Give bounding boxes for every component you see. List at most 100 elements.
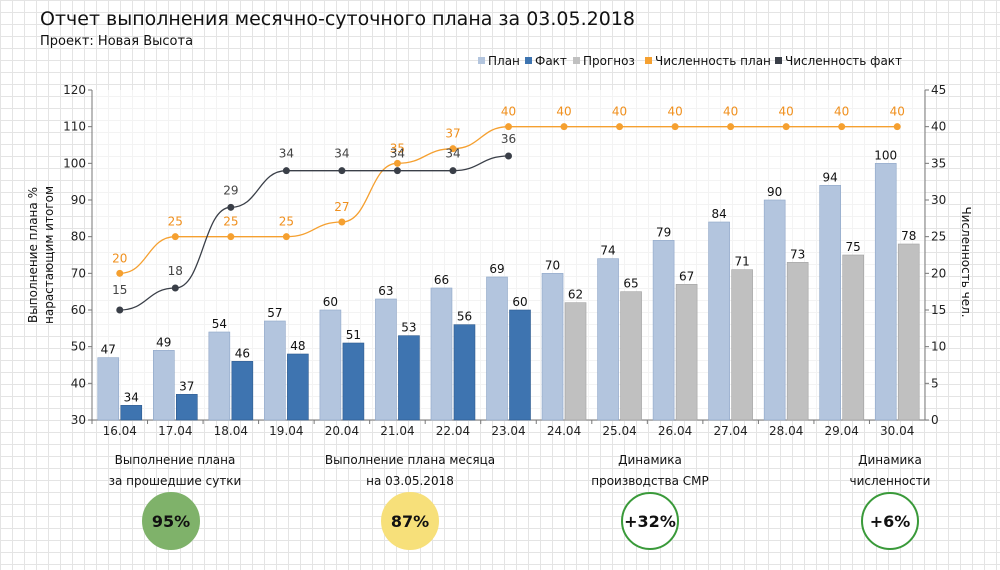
bar-forecast: [897, 243, 920, 421]
bar-fact: [231, 361, 254, 421]
headcount-fact-label: 34: [445, 147, 460, 161]
bar-plan: [763, 199, 786, 421]
headcount-fact-marker: [227, 203, 235, 211]
y-axis-title-line: нарастающим итогом: [42, 186, 56, 324]
y2-tick-label: 25: [931, 230, 946, 244]
y2-tick-label: 15: [931, 303, 946, 317]
headcount-plan-marker: [449, 145, 457, 153]
bar-forecast-label: 73: [790, 247, 805, 261]
bar-forecast-label: 65: [623, 277, 638, 291]
bar-plan: [375, 298, 397, 421]
y2-axis-title: Численность чел.: [959, 206, 973, 317]
headcount-fact-marker: [505, 152, 512, 160]
bar-plan-label: 60: [323, 295, 338, 309]
x-tick-label: 27.04: [713, 424, 747, 438]
headcount-fact-label: 34: [390, 147, 405, 161]
y-axis-title-line: Выполнение плана %: [26, 187, 40, 323]
bar-plan-label: 94: [823, 170, 838, 184]
y-tick-label: 30: [71, 413, 86, 427]
headcount-plan-label: 25: [279, 215, 294, 229]
headcount-plan-label: 40: [667, 105, 682, 119]
headcount-plan-label: 40: [556, 105, 571, 119]
y-tick-label: 110: [63, 120, 86, 134]
page-title: Отчет выполнения месячно-суточного плана…: [40, 8, 636, 30]
headcount-plan-label: 40: [779, 105, 794, 119]
headcount-plan-label: 40: [723, 105, 738, 119]
headcount-fact-marker: [393, 167, 401, 175]
legend-swatch: [525, 57, 532, 64]
x-tick-label: 20.04: [325, 424, 359, 438]
bar-plan: [264, 320, 286, 421]
headcount-plan-label: 40: [501, 105, 516, 119]
page-subtitle: Проект: Новая Высота: [40, 34, 194, 49]
headcount-fact-label: 34: [334, 147, 349, 161]
bar-fact: [342, 342, 365, 421]
legend-swatch: [478, 57, 485, 64]
bar-plan-label: 66: [434, 273, 449, 287]
kpi-badge-headcount: +6%: [861, 492, 919, 550]
bar-forecast: [731, 269, 753, 421]
legend-label: План: [488, 54, 520, 68]
bar-fact-label: 48: [290, 339, 305, 353]
headcount-fact-label: 34: [279, 147, 294, 161]
bar-fact-label: 53: [401, 321, 416, 335]
bar-forecast-label: 75: [846, 240, 861, 254]
bar-fact-label: 46: [235, 346, 250, 360]
bar-plan: [541, 273, 564, 421]
bar-plan-label: 100: [874, 148, 897, 162]
y-tick-label: 40: [71, 376, 86, 390]
kpi-badge-monthly: 87%: [381, 492, 439, 550]
headcount-plan-label: 40: [890, 105, 905, 119]
bar-fact-label: 56: [457, 310, 472, 324]
headcount-fact-marker: [116, 306, 124, 314]
bar-plan-label: 69: [489, 262, 504, 276]
headcount-fact-marker: [282, 167, 290, 175]
x-tick-label: 25.04: [602, 424, 636, 438]
bar-fact: [509, 309, 531, 421]
bar-plan: [486, 276, 508, 421]
y-tick-label: 120: [63, 83, 86, 97]
y-tick-label: 100: [63, 156, 86, 170]
bar-plan: [430, 287, 453, 421]
kpi-label-monthly: Выполнение плана месяца на 03.05.2018: [324, 453, 496, 488]
chart: 30 40 50 60 70 80 90 100 110 120 0 5 10 15 20 25 30 35 40 4…: [26, 54, 973, 438]
legend-swatch: [645, 57, 652, 64]
bar-forecast-label: 62: [568, 288, 583, 302]
headcount-fact-label: 36: [501, 132, 516, 146]
legend-label: Численность факт: [785, 54, 902, 68]
headcount-plan-label: 25: [223, 215, 238, 229]
legend-swatch: [775, 57, 782, 64]
headcount-fact-marker: [449, 167, 457, 175]
headcount-fact-label: 29: [223, 183, 238, 197]
headcount-plan-marker: [282, 233, 290, 241]
bar-fact: [287, 353, 309, 421]
x-tick-label: 30.04: [880, 424, 914, 438]
bar-fact: [176, 394, 198, 421]
legend-label: Численность план: [655, 54, 771, 68]
bar-forecast-label: 67: [679, 269, 694, 283]
x-tick-label: 16.04: [103, 424, 137, 438]
headcount-fact-label: 18: [168, 264, 183, 278]
bar-plan: [708, 221, 730, 421]
headcount-plan-marker: [838, 123, 846, 131]
headcount-plan-marker: [171, 233, 179, 241]
bar-plan: [319, 309, 342, 421]
bar-plan-label: 54: [212, 317, 227, 331]
series-line: [119, 126, 898, 274]
bar-fact: [398, 335, 420, 421]
bar-plan: [97, 357, 120, 421]
bar-forecast: [564, 302, 587, 421]
bar-plan-label: 70: [545, 258, 560, 272]
y-tick-label: 70: [71, 266, 86, 280]
bar-fact-label: 37: [179, 379, 194, 393]
y-axis-title: Выполнение плана % нарастающим итогом: [26, 186, 56, 324]
bar-plan: [153, 350, 175, 421]
bar-forecast-label: 71: [734, 255, 749, 269]
y2-tick-label: 5: [931, 376, 939, 390]
headcount-plan-marker: [893, 123, 901, 131]
bar-forecast: [620, 291, 642, 421]
x-tick-label: 29.04: [825, 424, 859, 438]
headcount-plan-marker: [727, 123, 735, 131]
headcount-plan-label: 40: [612, 105, 627, 119]
x-tick-label: 24.04: [547, 424, 581, 438]
